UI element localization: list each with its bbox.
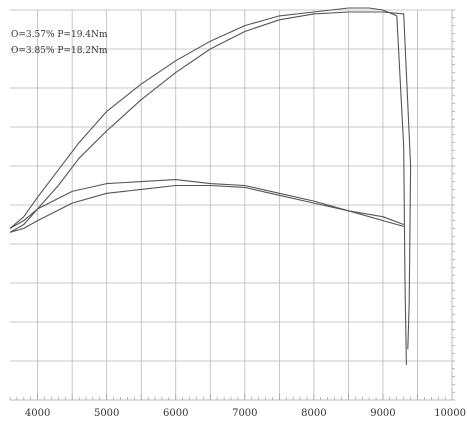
annotation-2: O=3.85% P=18.2Nm (11, 46, 108, 56)
tick-labels: 4000 5000 6000 7000 8000 9000 10000 (25, 408, 466, 419)
x-tick-label-7000: 7000 (232, 408, 257, 419)
x-tick-label-9000: 9000 (370, 408, 395, 419)
series-line-3 (9, 179, 404, 233)
annotation-1: O=3.57% P=19.4Nm (11, 30, 108, 40)
grid (10, 9, 453, 401)
x-tick-label-5000: 5000 (94, 408, 119, 419)
x-tick-label-4000: 4000 (25, 408, 50, 419)
series-line-4 (9, 184, 404, 233)
x-tick-label-8000: 8000 (301, 408, 326, 419)
x-tick-label-6000: 6000 (163, 408, 188, 419)
series-lines (9, 7, 412, 365)
x-tick-label-10000: 10000 (434, 408, 466, 419)
series-line-2 (9, 11, 412, 350)
series-line-1 (9, 7, 407, 365)
tick-marks (9, 9, 455, 401)
